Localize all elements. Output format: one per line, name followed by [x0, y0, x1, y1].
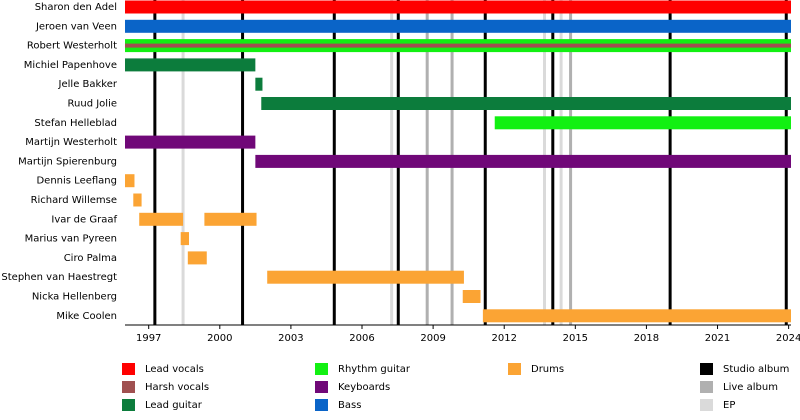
member-bar: [187, 251, 207, 265]
legend-label: Lead guitar: [145, 400, 203, 411]
member-bar: [255, 77, 263, 91]
x-tick-label: 2006: [349, 333, 374, 344]
row-label: Richard Willemse: [31, 195, 117, 206]
legend-swatch: [315, 381, 328, 393]
row-label: Ivar de Graaf: [51, 214, 117, 225]
x-tick-label: 2021: [705, 333, 730, 344]
member-bar: [494, 116, 791, 130]
legend-swatch: [315, 363, 328, 375]
x-tick-label: 2018: [634, 333, 659, 344]
row-label: Mike Coolen: [56, 311, 117, 322]
x-tick-label: 2003: [278, 333, 303, 344]
legend-swatch: [315, 399, 328, 411]
row-label: Marius van Pyreen: [25, 234, 117, 245]
row-label: Jeroen van Veen: [35, 21, 117, 32]
row-label: Nicka Hellenberg: [32, 292, 117, 303]
row-label: Sharon den Adel: [35, 2, 117, 13]
legend-swatch: [700, 381, 713, 393]
member-bar: [125, 43, 791, 48]
legend-label: Keyboards: [338, 382, 390, 393]
row-label: Martijn Spierenburg: [18, 156, 117, 167]
row-label: Dennis Leeflang: [36, 176, 117, 187]
member-bar: [255, 154, 792, 168]
legend-swatch: [122, 399, 135, 411]
member-bar: [204, 212, 257, 226]
legend-swatch: [122, 363, 135, 375]
x-tick-label: 2012: [491, 333, 516, 344]
member-bar: [180, 232, 189, 246]
legend-swatch: [700, 399, 713, 411]
member-bar: [267, 270, 464, 284]
row-label: Martijn Westerholt: [25, 137, 117, 148]
row-label: Stefan Helleblad: [34, 118, 117, 129]
legend-swatch: [700, 363, 713, 375]
legend-label: Live album: [723, 382, 778, 393]
legend-label: Lead vocals: [145, 364, 204, 375]
row-label: Stephen van Haestregt: [1, 272, 117, 283]
row-label: Ciro Palma: [64, 253, 117, 264]
member-bar: [125, 135, 256, 149]
member-bar: [139, 212, 184, 226]
x-tick-label: 2024: [776, 333, 800, 344]
x-tick-label: 2015: [563, 333, 588, 344]
legend-label: Bass: [338, 400, 361, 411]
row-label: Jelle Bakker: [58, 79, 118, 90]
member-bar: [125, 174, 135, 188]
member-bar: [125, 0, 791, 14]
x-tick-label: 1997: [136, 333, 161, 344]
legend-swatch: [122, 381, 135, 393]
x-tick-label: 2000: [207, 333, 232, 344]
member-bar: [482, 309, 791, 323]
row-label: Michiel Papenhove: [24, 60, 117, 71]
legend-label: Rhythm guitar: [338, 364, 411, 375]
member-bar: [133, 193, 142, 207]
legend-swatch: [508, 363, 521, 375]
legend-label: Studio album: [723, 364, 789, 375]
member-bar: [125, 58, 256, 72]
legend-label: Drums: [531, 364, 564, 375]
member-bar: [125, 19, 791, 33]
legend-label: Harsh vocals: [145, 382, 209, 393]
member-bar: [261, 97, 791, 110]
row-label: Robert Westerholt: [27, 41, 117, 52]
member-bar: [462, 290, 481, 303]
legend-label: EP: [723, 400, 735, 411]
x-tick-label: 2009: [420, 333, 445, 344]
row-label: Ruud Jolie: [68, 99, 117, 110]
